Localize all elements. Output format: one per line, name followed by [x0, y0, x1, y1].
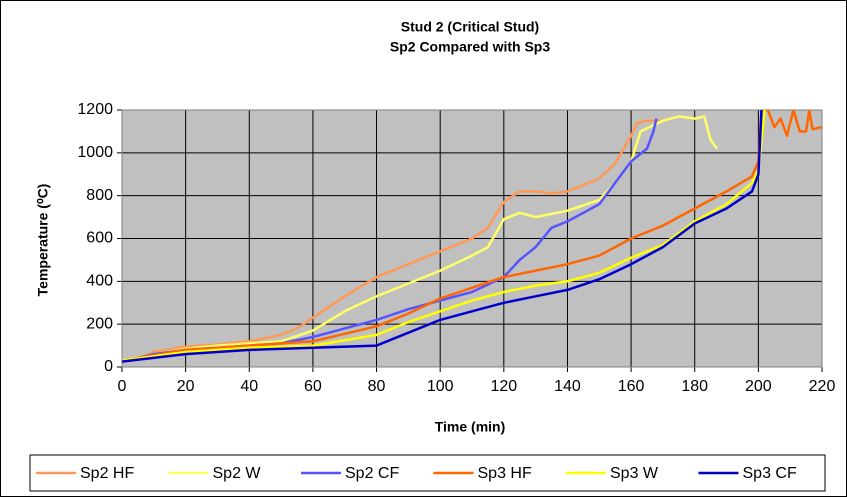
x-tick-label: 60	[304, 378, 322, 395]
y-axis-label: Temperature (⁰C)	[35, 184, 51, 297]
legend-label: Sp3 W	[610, 465, 659, 482]
legend-label: Sp2 W	[213, 465, 262, 482]
chart-title: Stud 2 (Critical Stud)	[401, 19, 539, 35]
x-tick-label: 40	[240, 378, 258, 395]
legend-label: Sp3 HF	[478, 465, 532, 482]
x-tick-label: 200	[745, 378, 772, 395]
plot-border	[121, 109, 823, 368]
x-tick-label: 140	[554, 378, 581, 395]
y-tick-label: 0	[104, 358, 113, 375]
x-tick-label: 80	[368, 378, 386, 395]
y-tick-label: 1000	[77, 144, 113, 161]
legend-label: Sp2 HF	[80, 465, 134, 482]
x-tick-label: 160	[618, 378, 645, 395]
y-tick-label: 1200	[77, 101, 113, 118]
series-line	[122, 115, 719, 362]
y-tick-label: 200	[86, 315, 113, 332]
x-tick-label: 100	[427, 378, 454, 395]
x-tick-label: 120	[490, 378, 517, 395]
legend-label: Sp2 CF	[345, 465, 399, 482]
series-group	[122, 110, 822, 363]
series-line	[122, 110, 822, 362]
series-line	[122, 110, 766, 362]
legend	[29, 454, 826, 492]
x-tick-label: 220	[809, 378, 836, 395]
x-tick-label: 180	[681, 378, 708, 395]
chart-subtitle: Sp2 Compared with Sp3	[390, 39, 550, 55]
y-tick-label: 600	[86, 230, 113, 247]
series-line	[122, 119, 663, 362]
legend-label: Sp3 CF	[743, 465, 797, 482]
x-axis-label: Time (min)	[435, 419, 506, 435]
y-tick-label: 400	[86, 273, 113, 290]
x-tick-label: 20	[177, 378, 195, 395]
x-tick-label: 0	[118, 378, 127, 395]
y-tick-label: 800	[86, 187, 113, 204]
series-line	[122, 110, 763, 363]
